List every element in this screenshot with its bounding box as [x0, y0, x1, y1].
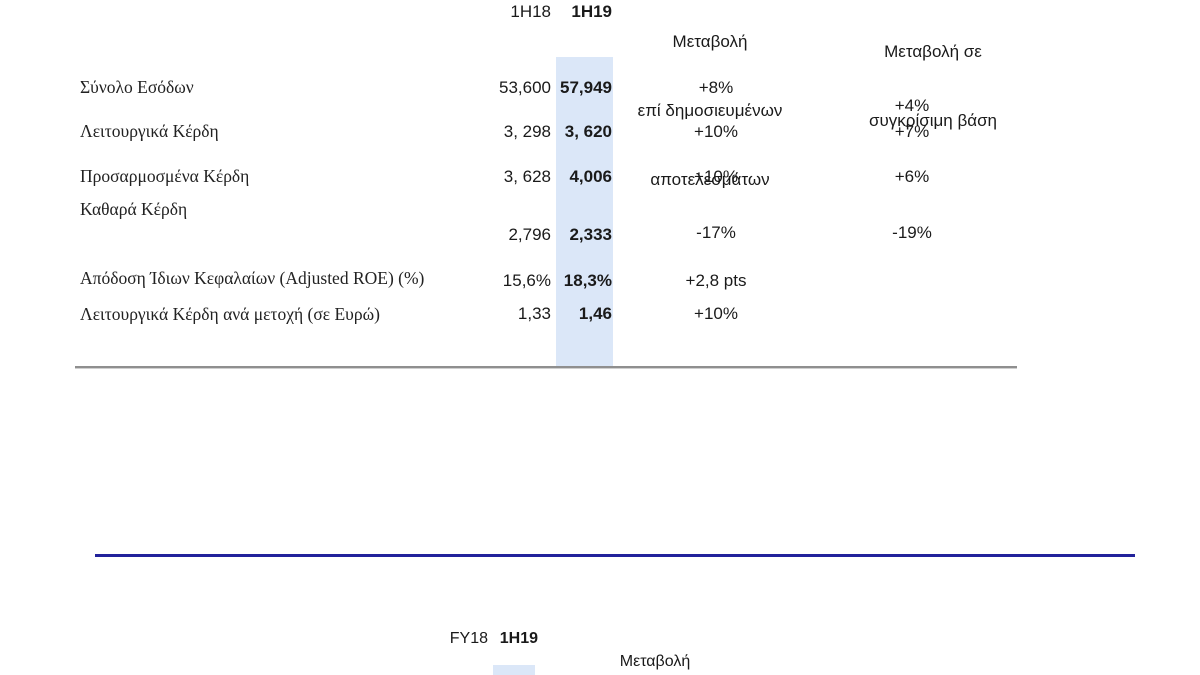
- t1-row-label: Σύνολο Εσόδων: [80, 77, 194, 97]
- t1-row-change-published: +8%: [698, 78, 734, 97]
- t1-row-change-comparable: +6%: [894, 167, 930, 186]
- t2-header-curr-period: 1H19: [499, 630, 538, 647]
- t1-row-label: Προσαρμοσμένα Κέρδη: [80, 166, 250, 186]
- t1-header-change-comparable-line1: Μεταβολή σε: [884, 42, 982, 61]
- t1-header-change-comparable: Μεταβολή σε συγκρίσιμη βάση: [823, 0, 1043, 178]
- t1-row-label: Λειτουργικά Κέρδη ανά μετοχή (σε Ευρώ): [80, 304, 380, 324]
- t2-header-change-published-line1: Μεταβολή: [619, 653, 691, 670]
- t1-row-label: Απόδοση Ίδιων Κεφαλαίων (Adjusted ROE) (…: [80, 268, 425, 288]
- t1-row-change-comparable: +7%: [894, 122, 930, 141]
- t1-row-prev-value: 3, 298: [503, 122, 551, 141]
- t1-header-change-published: Μεταβολή επί δημοσιευμένων αποτελεσμάτων: [600, 0, 820, 237]
- t1-1h19-column-highlight: [556, 57, 613, 367]
- t1-row-change-published: -17%: [696, 223, 736, 242]
- t1-row-prev-value: 15,6%: [502, 271, 551, 290]
- t1-row-curr-value: 2,333: [569, 225, 612, 244]
- t1-row-prev-value: 53,600: [499, 78, 551, 97]
- t2-1h19-column-highlight: [493, 665, 535, 675]
- t1-header-curr-period: 1H19: [571, 2, 612, 21]
- t1-header-change-published-line3: αποτελεσμάτων: [650, 170, 770, 189]
- t1-row-prev-value: 1,33: [517, 304, 551, 323]
- t1-row-prev-value: 3, 628: [503, 167, 551, 186]
- t2-header-change-published: Μεταβολή επί δημοσιευμένων αποτελεσμάτων: [545, 609, 765, 675]
- t1-header-change-published-line1: Μεταβολή: [672, 32, 748, 51]
- t1-header-change-published-line2: επί δημοσιευμένων: [637, 101, 783, 120]
- t1-row-change-comparable: +4%: [894, 96, 930, 115]
- t1-row-curr-value: 1,46: [578, 304, 612, 323]
- t1-row-curr-value: 4,006: [569, 167, 612, 186]
- t1-row-curr-value: 18,3%: [563, 271, 612, 290]
- t1-header-change-comparable-line2: συγκρίσιμη βάση: [868, 111, 998, 130]
- t1-row-curr-value: 57,949: [560, 78, 612, 97]
- t1-row-change-comparable: -19%: [892, 223, 932, 242]
- t1-row-label: Λειτουργικά Κέρδη: [80, 121, 219, 141]
- t2-header-prev-period: FY18: [449, 630, 488, 647]
- section-divider: [95, 554, 1135, 557]
- t1-row-curr-value: 3, 620: [564, 122, 612, 141]
- t1-row-change-published: +10%: [694, 167, 738, 186]
- t1-row-change-published: +2,8 pts: [685, 271, 747, 290]
- t1-row-label: Καθαρά Κέρδη: [80, 199, 188, 219]
- t1-row-change-published: +10%: [694, 304, 738, 323]
- table1-bottom-divider: [75, 366, 1017, 368]
- t1-row-change-published: +10%: [694, 122, 738, 141]
- t1-row-prev-value: 2,796: [508, 225, 551, 244]
- t1-header-prev-period: 1H18: [510, 2, 551, 21]
